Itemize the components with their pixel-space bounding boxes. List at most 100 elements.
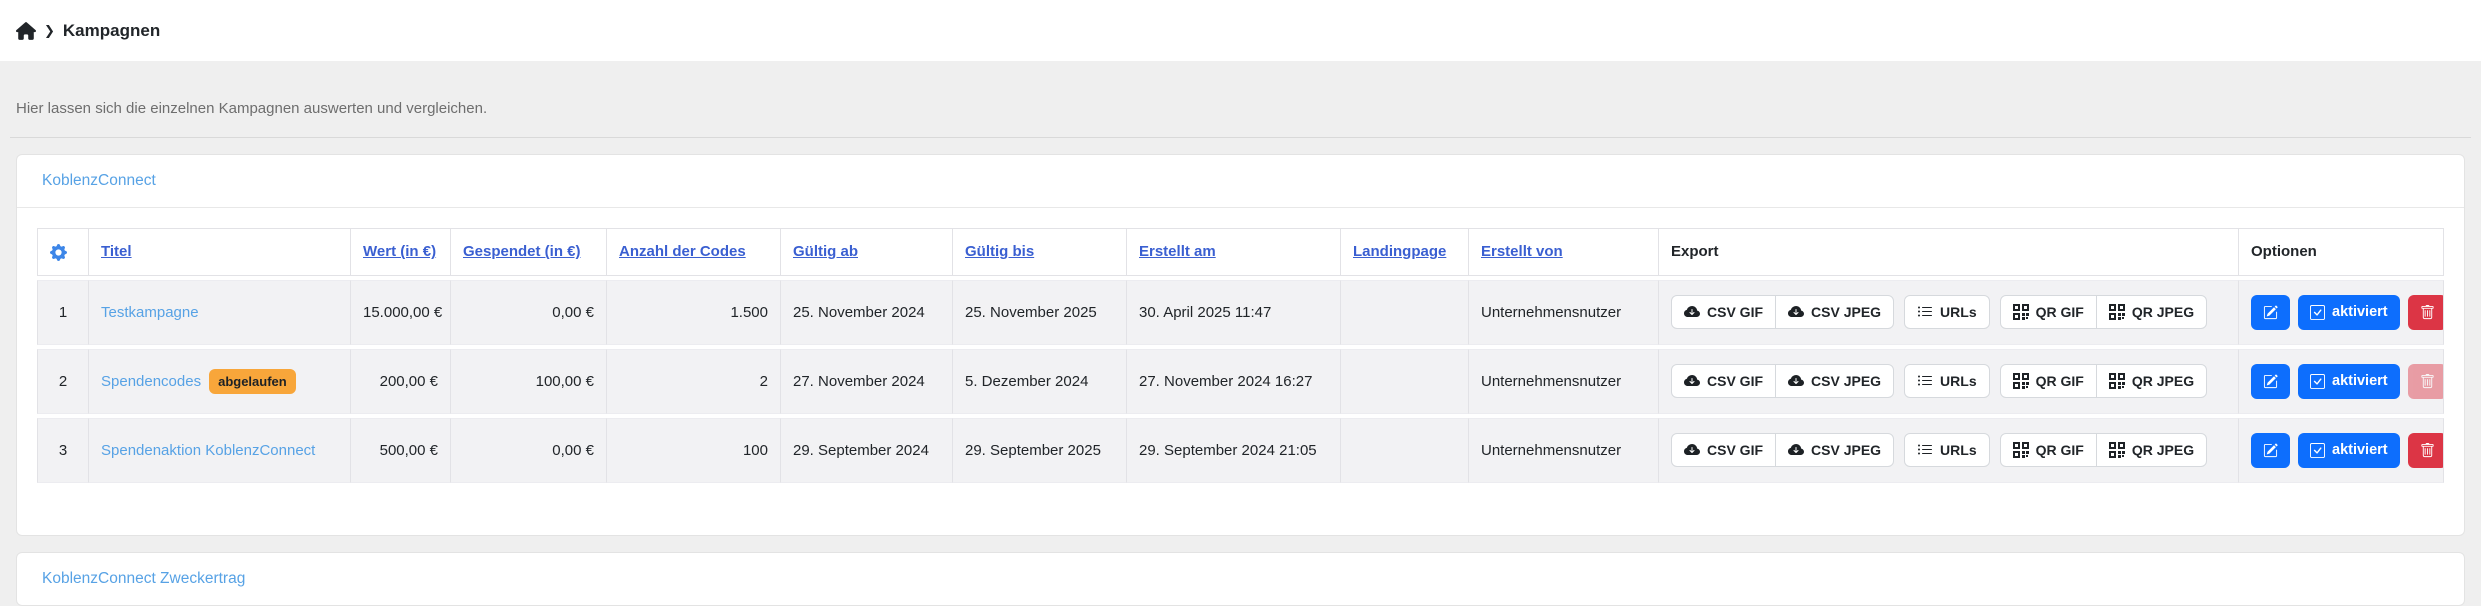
sort-erstellt-am[interactable]: Erstellt am <box>1139 243 1216 261</box>
cell-anzahl: 2 <box>607 348 781 414</box>
header-landingpage: Landingpage <box>1341 228 1469 276</box>
csv-gif-button[interactable]: CSV GIF <box>1671 433 1777 468</box>
qr-jpeg-button[interactable]: QR JPEG <box>2095 364 2208 399</box>
check-square-icon <box>2310 305 2325 320</box>
aktiviert-button[interactable]: aktiviert <box>2298 294 2400 330</box>
cell-gueltig-ab: 25. November 2024 <box>781 279 953 345</box>
header-optionen: Optionen <box>2239 228 2444 276</box>
urls-button[interactable]: URLs <box>1904 433 1990 468</box>
urls-button[interactable]: URLs <box>1904 295 1990 330</box>
table-header-row: Titel Wert (in €) Gespendet (in €) Anzah… <box>37 228 2444 276</box>
sort-titel[interactable]: Titel <box>101 243 132 261</box>
header-wert: Wert (in €) <box>351 228 451 276</box>
second-card-title-link[interactable]: KoblenzConnect Zweckertrag <box>42 569 246 587</box>
cell-index: 3 <box>37 417 89 483</box>
header-gueltig-ab: Gültig ab <box>781 228 953 276</box>
sort-wert[interactable]: Wert (in €) <box>363 243 437 261</box>
header-erstellt-am: Erstellt am <box>1127 228 1341 276</box>
second-card-header: KoblenzConnect Zweckertrag <box>17 553 2464 605</box>
qr-code-icon <box>2013 373 2029 389</box>
trash-icon <box>2420 305 2435 320</box>
cell-titel: Testkampagne <box>89 279 351 345</box>
sort-gespendet[interactable]: Gespendet (in €) <box>463 243 581 261</box>
intro-text: Hier lassen sich die einzelnen Kampagnen… <box>16 100 488 117</box>
gear-icon[interactable] <box>50 244 67 261</box>
sort-gueltig-bis[interactable]: Gültig bis <box>965 243 1035 261</box>
cell-landingpage <box>1341 348 1469 414</box>
cell-index: 2 <box>37 348 89 414</box>
cell-erstellt-am: 27. November 2024 16:27 <box>1127 348 1341 414</box>
cloud-download-icon <box>1788 373 1804 389</box>
qr-code-icon <box>2109 373 2125 389</box>
csv-jpeg-button[interactable]: CSV JPEG <box>1775 433 1895 468</box>
home-icon[interactable] <box>16 22 36 40</box>
cell-index: 1 <box>37 279 89 345</box>
delete-button[interactable] <box>2407 294 2443 330</box>
check-square-icon <box>2310 443 2325 458</box>
sort-gueltig-ab[interactable]: Gültig ab <box>793 243 858 261</box>
csv-jpeg-button[interactable]: CSV JPEG <box>1775 295 1895 330</box>
top-bar: ❯ Kampagnen <box>0 0 2481 61</box>
cell-erstellt-am: 30. April 2025 11:47 <box>1127 279 1341 345</box>
cell-wert: 15.000,00 € <box>351 279 451 345</box>
cell-landingpage <box>1341 279 1469 345</box>
cell-export: CSV GIF CSV JPEG URLs QR GIF QR JPEG <box>1659 348 2239 414</box>
cell-erstellt-am: 29. September 2024 21:05 <box>1127 417 1341 483</box>
csv-button-group: CSV GIF CSV JPEG <box>1671 433 1895 468</box>
header-anzahl: Anzahl der Codes <box>607 228 781 276</box>
campaign-card: KoblenzConnect Titel Wert (in €) Gespend… <box>16 154 2465 536</box>
list-icon <box>1917 373 1933 389</box>
table-row: 2 Spendencodes abgelaufen 200,00 € 100,00… <box>37 348 2444 414</box>
table-row: 3 Spendenaktion KoblenzConnect 500,00 € … <box>37 417 2444 483</box>
cell-titel: Spendencodes abgelaufen <box>89 348 351 414</box>
campaign-card-body: Titel Wert (in €) Gespendet (in €) Anzah… <box>17 208 2464 535</box>
column-settings-header <box>37 228 89 276</box>
edit-button[interactable] <box>2251 432 2290 468</box>
campaign-link[interactable]: Spendencodes <box>101 372 202 390</box>
trash-icon <box>2420 374 2435 389</box>
list-icon <box>1917 304 1933 320</box>
cell-erstellt-von: Unternehmensnutzer <box>1469 417 1659 483</box>
cloud-download-icon <box>1684 304 1700 320</box>
delete-button[interactable] <box>2407 432 2443 468</box>
campaign-card-title-link[interactable]: KoblenzConnect <box>42 172 156 189</box>
cell-titel: Spendenaktion KoblenzConnect <box>89 417 351 483</box>
csv-gif-button[interactable]: CSV GIF <box>1671 295 1777 330</box>
header-export: Export <box>1659 228 2239 276</box>
cloud-download-icon <box>1788 442 1804 458</box>
csv-gif-button[interactable]: CSV GIF <box>1671 364 1777 399</box>
qr-gif-button[interactable]: QR GIF <box>1999 295 2097 330</box>
csv-button-group: CSV GIF CSV JPEG <box>1671 295 1895 330</box>
campaign-link[interactable]: Testkampagne <box>101 303 199 321</box>
cell-gueltig-bis: 29. September 2025 <box>953 417 1127 483</box>
qr-code-icon <box>2109 304 2125 320</box>
aktiviert-button[interactable]: aktiviert <box>2298 363 2400 399</box>
qr-gif-button[interactable]: QR GIF <box>1999 433 2097 468</box>
urls-button[interactable]: URLs <box>1904 364 1990 399</box>
status-badge: abgelaufen <box>209 368 296 394</box>
csv-jpeg-button[interactable]: CSV JPEG <box>1775 364 1895 399</box>
campaign-link[interactable]: Spendenaktion KoblenzConnect <box>101 441 316 459</box>
cloud-download-icon <box>1684 442 1700 458</box>
edit-button[interactable] <box>2251 294 2290 330</box>
qr-code-icon <box>2013 442 2029 458</box>
cloud-download-icon <box>1788 304 1804 320</box>
sort-landingpage[interactable]: Landingpage <box>1353 243 1447 261</box>
qr-button-group: QR GIF QR JPEG <box>1999 364 2208 399</box>
sort-anzahl[interactable]: Anzahl der Codes <box>619 243 746 261</box>
delete-button[interactable] <box>2407 363 2443 399</box>
breadcrumb-separator-icon: ❯ <box>44 22 55 38</box>
cell-landingpage <box>1341 417 1469 483</box>
sort-erstellt-von[interactable]: Erstellt von <box>1481 243 1563 261</box>
aktiviert-button[interactable]: aktiviert <box>2298 432 2400 468</box>
cell-anzahl: 100 <box>607 417 781 483</box>
cell-export: CSV GIF CSV JPEG URLs QR GIF QR JPEG <box>1659 279 2239 345</box>
qr-gif-button[interactable]: QR GIF <box>1999 364 2097 399</box>
qr-jpeg-button[interactable]: QR JPEG <box>2095 433 2208 468</box>
cell-erstellt-von: Unternehmensnutzer <box>1469 279 1659 345</box>
header-gespendet: Gespendet (in €) <box>451 228 607 276</box>
cell-gespendet: 100,00 € <box>451 348 607 414</box>
edit-button[interactable] <box>2251 363 2290 399</box>
qr-jpeg-button[interactable]: QR JPEG <box>2095 295 2208 330</box>
cell-gueltig-ab: 27. November 2024 <box>781 348 953 414</box>
